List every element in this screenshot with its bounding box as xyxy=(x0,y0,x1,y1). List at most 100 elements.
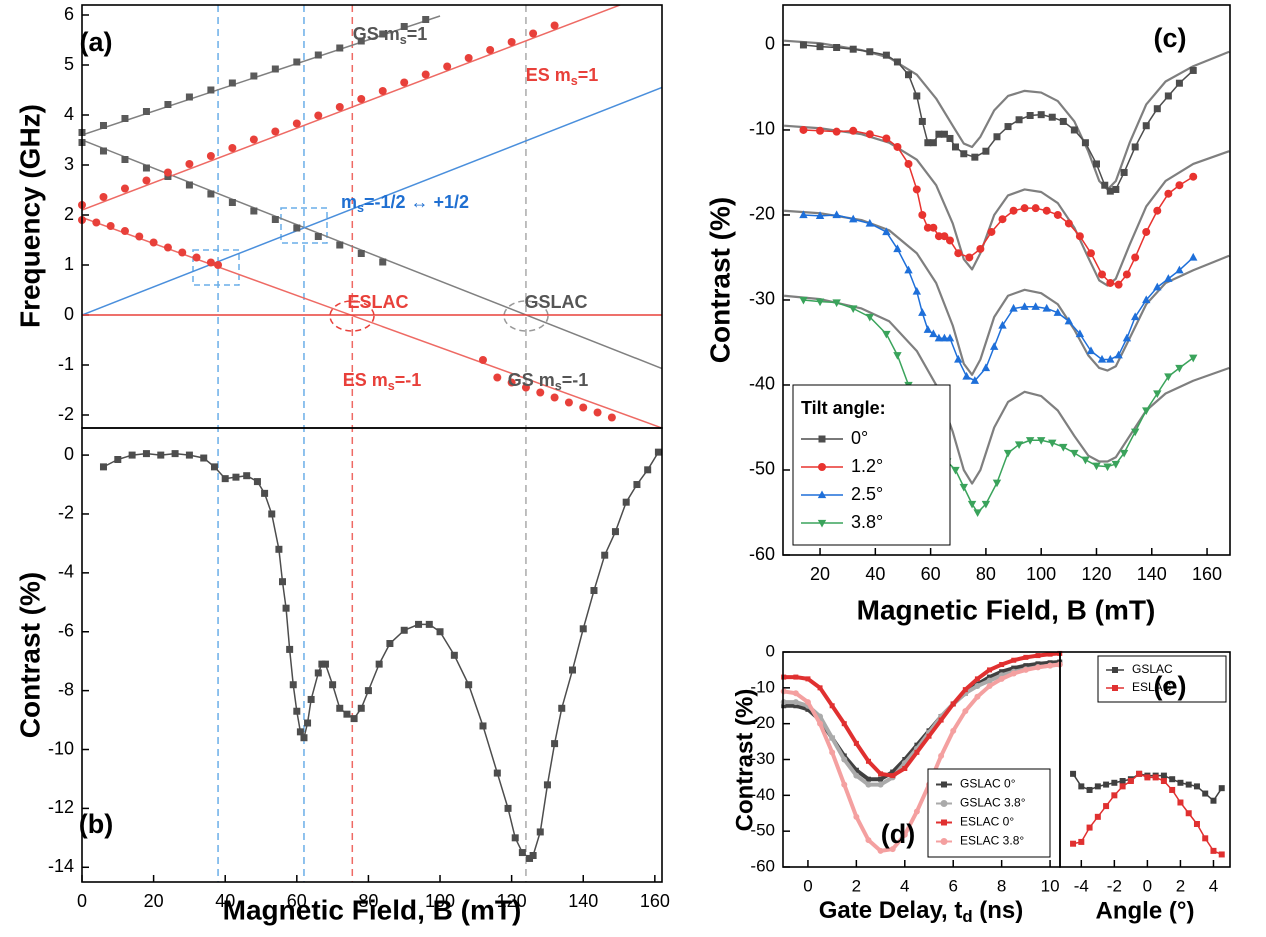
y-tick-label: 0 xyxy=(64,304,74,324)
y-tick-label: -30 xyxy=(749,289,775,309)
marker xyxy=(1004,123,1012,131)
marker xyxy=(579,403,588,412)
marker xyxy=(882,330,891,339)
marker xyxy=(654,448,662,456)
marker xyxy=(998,215,1007,224)
marker xyxy=(99,122,107,129)
marker xyxy=(1042,303,1051,312)
marker xyxy=(853,767,859,773)
y-tick-label: -60 xyxy=(750,856,775,875)
y-tick-label: -40 xyxy=(750,785,775,804)
marker xyxy=(163,243,172,252)
marker xyxy=(504,804,512,812)
annotation-part: =-1 xyxy=(395,370,422,390)
marker xyxy=(799,41,807,49)
marker xyxy=(1070,126,1078,134)
annotation: ms=-1/2 ↔ +1/2 xyxy=(341,192,469,216)
marker xyxy=(849,214,858,223)
marker xyxy=(1111,460,1121,469)
y-tick-label: -6 xyxy=(58,620,74,640)
marker xyxy=(379,30,387,38)
marker xyxy=(890,773,896,779)
marker xyxy=(1202,835,1209,842)
y-tick-label: 6 xyxy=(64,4,74,24)
panel-label: (d) xyxy=(881,819,915,849)
marker xyxy=(128,451,136,459)
x-tick-label: 4 xyxy=(1209,876,1218,895)
marker xyxy=(914,749,920,755)
marker xyxy=(185,160,194,168)
x-tick-label: 0 xyxy=(1143,876,1152,895)
marker xyxy=(1106,278,1115,287)
marker xyxy=(1011,665,1017,671)
x-axis-label: Angle (°) xyxy=(1096,897,1195,924)
highlight-shapes xyxy=(192,207,549,332)
marker xyxy=(1036,437,1046,445)
annotation-part: s xyxy=(388,379,395,393)
marker xyxy=(1064,316,1074,325)
marker xyxy=(1014,441,1024,450)
marker xyxy=(1078,838,1085,845)
x-tick-label: -4 xyxy=(1074,876,1089,895)
marker xyxy=(1009,206,1018,215)
marker xyxy=(421,70,430,79)
series-line xyxy=(783,660,1060,782)
marker xyxy=(268,510,276,518)
marker xyxy=(1103,781,1110,788)
marker xyxy=(343,710,351,718)
marker xyxy=(1119,778,1126,784)
marker xyxy=(913,808,920,815)
marker xyxy=(865,776,871,782)
x-axis-label: Gate Delay, td (ns) xyxy=(819,897,1024,926)
marker xyxy=(336,241,344,249)
marker xyxy=(960,150,968,158)
annotation-part: =-1 xyxy=(562,370,589,390)
marker xyxy=(357,250,365,257)
annotation-part: =1 xyxy=(578,65,599,85)
marker xyxy=(1070,770,1077,777)
marker xyxy=(987,667,993,673)
marker xyxy=(1189,354,1198,363)
marker xyxy=(805,706,811,712)
x-tick-label: 0 xyxy=(803,876,812,895)
plot-frame xyxy=(1059,651,1231,868)
marker xyxy=(816,126,825,135)
legend-marker xyxy=(817,490,827,499)
marker xyxy=(849,126,858,135)
marker xyxy=(866,48,874,56)
marker xyxy=(938,752,945,759)
marker xyxy=(271,216,279,223)
marker xyxy=(329,681,337,689)
marker xyxy=(92,218,101,227)
marker xyxy=(912,185,921,194)
series-line xyxy=(783,662,1060,787)
y-tick-label: -8 xyxy=(58,679,74,699)
marker xyxy=(945,236,954,245)
marker xyxy=(335,103,344,111)
marker xyxy=(1086,249,1095,258)
plot-frame xyxy=(81,427,663,883)
x-tick-label: 80 xyxy=(358,891,378,911)
marker xyxy=(1210,797,1217,804)
marker xyxy=(529,852,537,860)
marker xyxy=(1119,449,1129,458)
legend-label: ESLAC 3.8° xyxy=(960,834,1024,848)
marker xyxy=(478,356,487,364)
marker xyxy=(804,699,811,706)
marker xyxy=(1086,824,1093,831)
marker xyxy=(1119,783,1126,790)
marker xyxy=(1175,265,1184,274)
marker xyxy=(918,210,927,219)
annotation-part: s xyxy=(400,33,407,47)
marker xyxy=(1047,651,1053,657)
marker xyxy=(929,139,937,147)
marker xyxy=(1070,449,1079,458)
annotation-part: s xyxy=(571,74,578,88)
marker xyxy=(1042,206,1051,215)
marker xyxy=(1053,210,1062,219)
marker xyxy=(882,227,891,236)
x-tick-label: 60 xyxy=(287,891,307,911)
marker xyxy=(816,43,824,51)
marker xyxy=(250,72,258,80)
panel-label: (b) xyxy=(79,809,113,839)
